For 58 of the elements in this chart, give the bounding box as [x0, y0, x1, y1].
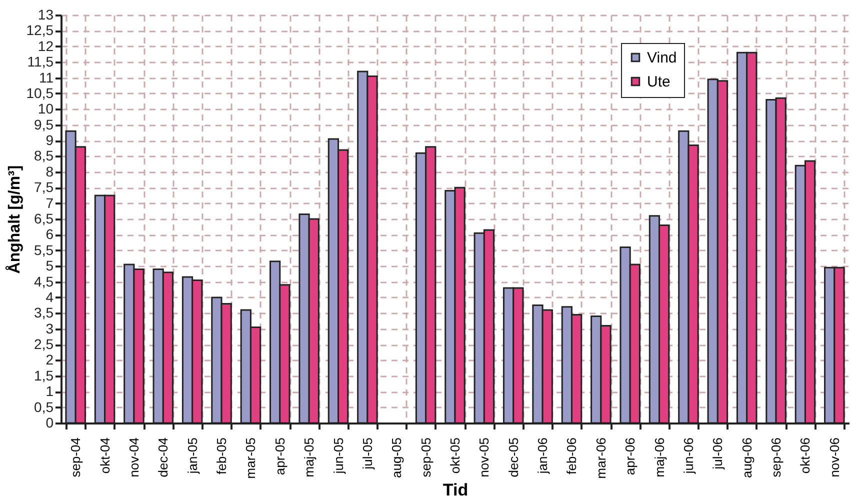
x-tick-label: aug-06 [739, 438, 754, 478]
x-tick-label: jun-06 [680, 438, 696, 475]
y-tick-label: 7,5 [34, 179, 54, 196]
y-tick-label: 6 [46, 226, 54, 242]
x-tick-label: mar-05 [243, 438, 258, 479]
y-tick-label: 9 [46, 132, 54, 148]
x-axis-title: Tid [442, 480, 468, 500]
y-tick-label: 0,5 [34, 398, 54, 415]
x-tick-label: okt-04 [97, 438, 112, 474]
y-tick-label: 6,5 [34, 210, 54, 226]
y-tick-label: 3 [46, 320, 54, 336]
x-tick-label: dec-04 [156, 438, 171, 478]
x-tick-label: sep-05 [418, 438, 434, 478]
y-tick-label: 3,5 [34, 304, 54, 321]
x-tick-label: sep-04 [68, 438, 84, 478]
y-tick-label: 1 [46, 383, 54, 400]
x-tick-label: jun-05 [330, 438, 346, 475]
y-axis-title: Ånghalt [g/m³] [4, 165, 24, 274]
x-tick-label: jan-06 [535, 438, 550, 475]
y-tick-label: 9,5 [34, 116, 54, 132]
x-tick-label: maj-05 [302, 438, 317, 478]
x-tick-label: dec-05 [506, 438, 521, 478]
y-tick-label: 10 [38, 100, 54, 117]
y-tick-label: 4,5 [34, 273, 54, 290]
y-tick-label: 5,5 [34, 242, 54, 258]
y-tick-label: 1,5 [34, 367, 54, 384]
y-tick-label: 12,5 [26, 22, 54, 38]
legend-label: Vind [647, 50, 677, 66]
x-tick-label: feb-05 [214, 438, 230, 474]
x-tick-label: okt-05 [448, 438, 462, 474]
x-tick-label: apr-05 [272, 438, 288, 476]
y-tick-label: 10,5 [26, 84, 54, 101]
y-tick-label: 11 [38, 69, 54, 86]
y-tick-label: 2 [46, 352, 54, 368]
x-tick-label: jul-05 [360, 438, 375, 470]
x-tick-label: nov-05 [476, 438, 492, 478]
x-tick-label: apr-06 [622, 438, 638, 476]
x-tick-label: jul-06 [710, 438, 726, 470]
y-tick-label: 8 [46, 163, 54, 180]
y-tick-label: 7 [46, 194, 54, 211]
x-tick-label: sep-06 [768, 438, 784, 478]
y-tick-label: 0 [46, 414, 54, 430]
x-tick-label: aug-05 [389, 438, 404, 478]
legend-label: Ute [647, 74, 670, 90]
y-tick-label: 8,5 [34, 148, 54, 164]
y-tick-label: 11,5 [27, 54, 54, 70]
x-tick-label: nov-06 [826, 438, 842, 478]
y-tick-label: 2,5 [34, 336, 54, 352]
y-tick-label: 5 [46, 258, 54, 274]
x-tick-label: okt-06 [798, 438, 813, 474]
x-tick-label: feb-06 [564, 438, 580, 474]
y-tick-label: 12 [38, 38, 54, 54]
x-tick-label: maj-06 [652, 438, 667, 478]
x-tick-label: mar-06 [593, 438, 608, 479]
x-tick-label: nov-04 [126, 438, 142, 478]
x-tick-label: jan-05 [184, 438, 200, 475]
y-tick-label: 4 [46, 288, 54, 305]
y-tick-label: 13 [38, 6, 54, 22]
